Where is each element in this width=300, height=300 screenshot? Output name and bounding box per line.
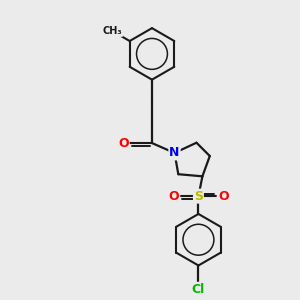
Text: CH₃: CH₃ xyxy=(102,26,122,36)
Text: S: S xyxy=(194,190,203,202)
Text: O: O xyxy=(218,190,229,202)
Text: N: N xyxy=(169,146,180,159)
Text: O: O xyxy=(118,136,129,150)
Text: O: O xyxy=(168,190,179,202)
Text: Cl: Cl xyxy=(192,283,205,296)
